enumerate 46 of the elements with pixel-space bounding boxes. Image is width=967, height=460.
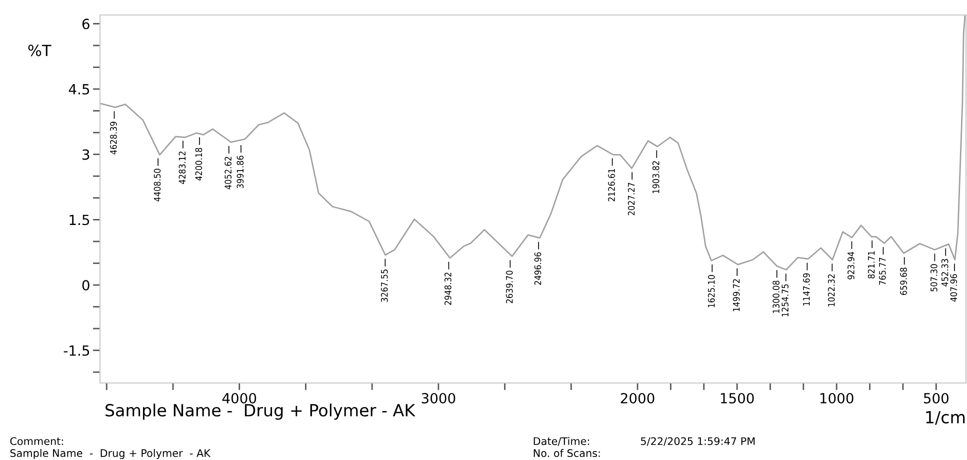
annotation: 2126.61: [608, 169, 615, 202]
annotation: 1022.32: [828, 274, 835, 306]
annotation: 4052.62: [224, 156, 232, 190]
annotation: 2496.96: [534, 252, 542, 285]
y-tick-label: 3: [82, 149, 90, 160]
y-tick-label: 0: [82, 280, 90, 290]
annotation: 2639.70: [506, 270, 513, 304]
annotation: 1625.10: [708, 275, 715, 308]
x-tick-label: 4000: [222, 392, 256, 404]
y-axis-title: %T: [28, 44, 52, 56]
x-tick-label: 3000: [422, 392, 456, 404]
annotation: 3991.86: [236, 156, 244, 188]
x-tick-label: 500: [924, 392, 948, 404]
y-tick-label: -1.5: [64, 345, 90, 356]
annotation: 1147.69: [802, 273, 810, 306]
annotation: 407.96: [950, 274, 958, 302]
text: Date/Time:: [534, 437, 590, 446]
annotation: 2027.27: [628, 182, 635, 216]
annotation: 4200.18: [195, 148, 202, 181]
y-tick-label: 4.5: [68, 84, 90, 95]
text: Sample Name - Drug + Polymer - AK: [106, 404, 416, 420]
annotation: 1903.82: [652, 161, 660, 194]
text: No. of Scans:: [534, 448, 600, 458]
annotation: 1499.72: [732, 279, 740, 312]
y-tick-label: 6: [82, 18, 90, 30]
x-tick-label: 1000: [820, 392, 854, 404]
annotation: 3267.55: [380, 270, 388, 302]
text: Sample Name - Drug + Polymer - AK: [10, 448, 211, 460]
annotation: 1254.75: [782, 284, 788, 316]
annotation: 507.30: [930, 264, 938, 292]
y-tick-label: 1.5: [70, 214, 90, 226]
annotation: 4628.39: [110, 122, 117, 154]
annotation: 659.68: [900, 268, 907, 295]
annotation: 4408.50: [154, 168, 161, 202]
annotation: 1300.08: [772, 280, 780, 313]
annotation: 923.94: [848, 252, 854, 280]
annotation: 452.33: [941, 259, 948, 286]
x-axis-title: 1/cm: [926, 411, 965, 425]
text: Comment:: [10, 437, 63, 446]
x-tick-label: 2000: [620, 392, 654, 404]
x-tick-label: 1500: [720, 392, 754, 404]
annotation: 765.77: [879, 258, 886, 285]
annotation: 4283.12: [178, 152, 186, 184]
annotation: 2948.32: [444, 272, 452, 305]
annotation: 821.71: [868, 251, 875, 278]
text: 5/22/2025 1:59:47 PM: [640, 437, 755, 446]
